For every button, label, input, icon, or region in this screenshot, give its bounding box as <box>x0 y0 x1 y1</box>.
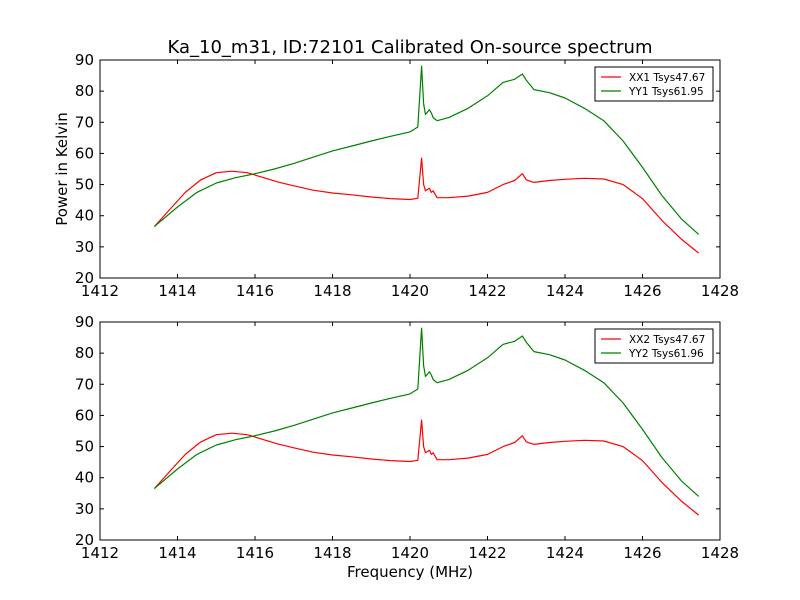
x-tick-label: 1420 <box>391 282 429 300</box>
y-tick-label: 60 <box>75 144 94 162</box>
x-tick-label: 1418 <box>313 282 351 300</box>
x-tick-label: 1414 <box>158 544 196 562</box>
series-line-yy <box>153 327 700 497</box>
legend: XX1 Tsys47.67 YY1 Tsys61.95 <box>594 66 714 102</box>
y-tick-label: 20 <box>75 269 94 287</box>
y-tick-label: 60 <box>75 406 94 424</box>
legend-label: XX2 Tsys47.67 <box>629 334 705 346</box>
y-tick-label: 70 <box>75 375 94 393</box>
x-axis-label: Frequency (MHz) <box>347 563 473 581</box>
y-axis-label: Power in Kelvin <box>53 112 71 226</box>
legend: XX2 Tsys47.67 YY2 Tsys61.96 <box>594 328 714 364</box>
legend-label: YY1 Tsys61.95 <box>628 86 704 98</box>
chart-title: Ka_10_m31, ID:72101 Calibrated On-source… <box>168 37 653 58</box>
x-tick-label: 1418 <box>313 544 351 562</box>
y-tick-label: 80 <box>75 82 94 100</box>
y-tick-label: 90 <box>75 313 94 331</box>
legend-label: XX1 Tsys47.67 <box>629 72 705 84</box>
x-tick-label: 1424 <box>546 282 584 300</box>
y-tick-label: 30 <box>75 500 94 518</box>
legend-box <box>594 328 714 364</box>
x-tick-label: 1428 <box>701 282 739 300</box>
x-tick-label: 1412 <box>81 544 119 562</box>
top-panel: 1412 1414 1416 1418 1420 1422 1424 1426 1428 20 30… <box>75 51 739 300</box>
y-tick-label: 20 <box>75 531 94 549</box>
legend-label: YY2 Tsys61.96 <box>628 348 704 360</box>
y-tick-label: 50 <box>75 176 94 194</box>
y-tick-label: 40 <box>75 469 94 487</box>
y-tick-label: 50 <box>75 438 94 456</box>
x-tick-label: 1420 <box>391 544 429 562</box>
x-tick-label: 1428 <box>701 544 739 562</box>
x-tick-label: 1426 <box>623 544 661 562</box>
y-tick-label: 70 <box>75 113 94 131</box>
series-line-xx <box>153 157 700 254</box>
legend-box <box>594 66 714 102</box>
x-tick-label: 1422 <box>468 282 506 300</box>
x-tick-label: 1416 <box>236 282 274 300</box>
y-tick-label: 40 <box>75 207 94 225</box>
x-tick-label: 1426 <box>623 282 661 300</box>
x-tick-label: 1414 <box>158 282 196 300</box>
x-tick-label: 1424 <box>546 544 584 562</box>
y-tick-label: 90 <box>75 51 94 69</box>
x-tick-label: 1422 <box>468 544 506 562</box>
bottom-panel: 1412 1414 1416 1418 1420 1422 1424 1426 1428 20 30… <box>75 313 739 562</box>
x-tick-label: 1412 <box>81 282 119 300</box>
series-line-xx <box>153 419 700 516</box>
series-line-yy <box>153 65 700 235</box>
y-tick-label: 30 <box>75 238 94 256</box>
x-tick-label: 1416 <box>236 544 274 562</box>
y-tick-label: 80 <box>75 344 94 362</box>
